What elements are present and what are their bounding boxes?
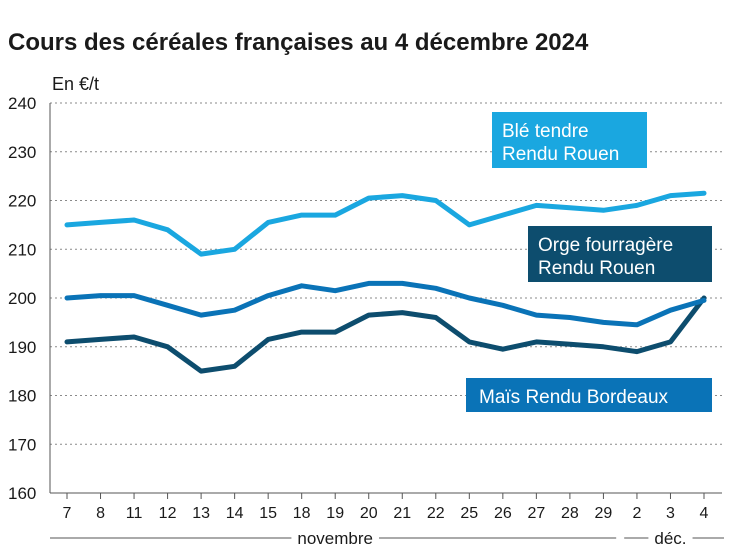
x-tick-label: 13	[192, 505, 210, 522]
y-tick-label: 200	[8, 289, 36, 308]
x-tick-label: 4	[700, 505, 709, 522]
y-tick-label: 220	[8, 192, 36, 211]
legend-label: Orge fourragère	[538, 235, 673, 256]
legend-label: Blé tendre	[502, 121, 589, 142]
legend-box	[466, 378, 712, 412]
x-tick-label: 14	[226, 505, 244, 522]
y-tick-label: 190	[8, 338, 36, 357]
legend-box	[492, 112, 647, 168]
x-tick-label: 27	[527, 505, 545, 522]
x-tick-label: 11	[126, 505, 143, 522]
period-label: déc.	[654, 529, 686, 548]
x-tick-label: 12	[159, 505, 177, 522]
legend-label: Rendu Rouen	[538, 258, 655, 279]
x-tick-label: 2	[632, 505, 641, 522]
series-lines	[64, 190, 707, 374]
series-line-3	[64, 280, 707, 328]
y-tick-label: 160	[8, 484, 36, 503]
x-axis-ticks: 7 8 11 12 13 14 15 18 19 20 21 22 25 26 27 28 29 2 3 4	[63, 493, 709, 522]
period-label: novembre	[297, 529, 373, 548]
y-tick-label: 210	[8, 240, 36, 259]
x-tick-label: 19	[326, 505, 344, 522]
x-tick-label: 21	[393, 505, 411, 522]
y-axis-ticks: 160 170 180 190 200 210 220 230 240	[8, 94, 36, 503]
x-tick-label: 8	[96, 505, 105, 522]
x-tick-label: 3	[666, 505, 675, 522]
legend-item-3: Maïs Rendu Bordeaux	[466, 378, 712, 412]
x-tick-label: 22	[427, 505, 445, 522]
y-tick-label: 170	[8, 435, 36, 454]
x-tick-label: 26	[494, 505, 512, 522]
series-line-1	[64, 190, 707, 257]
series-line-2	[64, 295, 707, 374]
legend-box	[528, 226, 712, 282]
y-axis-unit: En €/t	[52, 74, 99, 94]
chart-title: Cours des céréales françaises au 4 décem…	[8, 29, 589, 56]
x-tick-label: 20	[360, 505, 378, 522]
x-tick-label: 18	[293, 505, 311, 522]
x-tick-label: 29	[595, 505, 613, 522]
period-labels: novembre déc.	[50, 529, 724, 548]
y-tick-label: 180	[8, 387, 36, 406]
y-tick-label: 230	[8, 143, 36, 162]
legend-label: Maïs Rendu Bordeaux	[479, 387, 669, 408]
y-tick-label: 240	[8, 94, 36, 113]
legend-label: Rendu Rouen	[502, 144, 619, 165]
x-tick-label: 28	[561, 505, 579, 522]
x-tick-label: 7	[63, 505, 72, 522]
x-tick-label: 15	[259, 505, 277, 522]
x-tick-label: 25	[460, 505, 478, 522]
